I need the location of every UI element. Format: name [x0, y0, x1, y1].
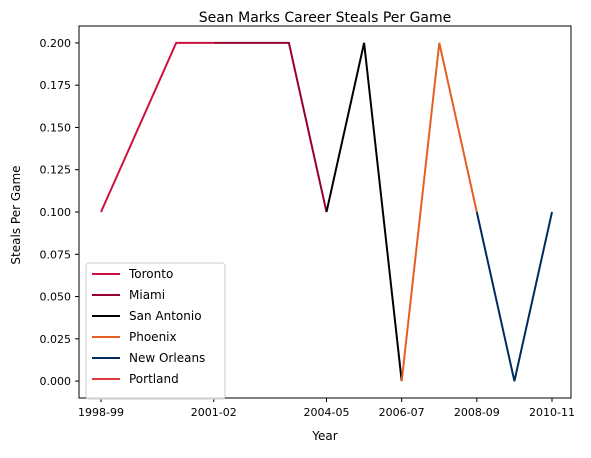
series-line-new-orleans — [475, 211, 553, 382]
y-tick-label: 0.125 — [40, 164, 72, 177]
y-axis-label: Steals Per Game — [9, 165, 23, 264]
y-tick-label: 0.175 — [40, 79, 72, 92]
x-tick-label: 1998-99 — [78, 406, 124, 419]
x-tick-label: 2004-05 — [304, 406, 350, 419]
plot-area — [100, 41, 553, 382]
y-tick-label: 0.200 — [40, 37, 72, 50]
series-line-toronto — [100, 41, 214, 213]
x-tick-label: 2010-11 — [529, 406, 575, 419]
legend-label: Miami — [129, 288, 165, 302]
x-tick-label: 2006-07 — [379, 406, 425, 419]
legend-label: San Antonio — [129, 309, 202, 323]
y-tick-label: 0.100 — [40, 206, 72, 219]
series-line-miami — [213, 41, 328, 213]
legend-box — [85, 262, 226, 400]
y-tick-label: 0.025 — [40, 333, 72, 346]
y-tick-label: 0.075 — [40, 248, 72, 261]
legend-label: Toronto — [128, 267, 173, 281]
y-tick-label: 0.000 — [40, 375, 72, 388]
x-axis-label: Year — [311, 429, 337, 443]
series-line-san-antonio — [325, 42, 403, 382]
chart-title: Sean Marks Career Steals Per Game — [199, 10, 452, 26]
y-tick-label: 0.050 — [40, 291, 72, 304]
y-tick-label: 0.150 — [40, 121, 72, 134]
x-tick-label: 2008-09 — [454, 406, 500, 419]
legend-label: Portland — [129, 372, 179, 386]
legend: Toronto Miami San Antonio Phoenix New Orlean… — [85, 262, 226, 400]
axis-ticks: 1998-99 2001-02 2004-05 2006-07 2008-09 2010-… — [40, 37, 575, 419]
series-line-phoenix — [400, 42, 478, 382]
legend-label: New Orleans — [129, 351, 205, 365]
legend-label: Phoenix — [129, 330, 177, 344]
x-tick-label: 2001-02 — [191, 406, 237, 419]
